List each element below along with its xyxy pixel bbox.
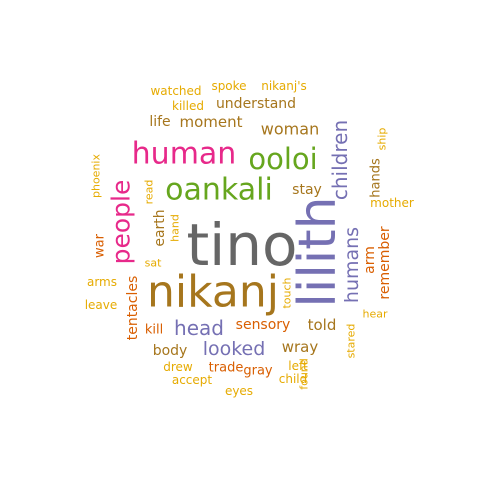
word-trade: trade [209, 361, 244, 376]
word-understand: understand [216, 96, 296, 112]
word-kill: kill [145, 323, 163, 338]
word-head: head [174, 316, 224, 340]
word-touch: touch [281, 277, 294, 308]
word-left: left [288, 359, 308, 373]
word-ooloi: ooloi [248, 142, 317, 176]
word-woman: woman [261, 120, 319, 139]
word-watched: watched [150, 84, 201, 98]
word-moment: moment [179, 113, 242, 131]
word-lilith: lilith [288, 196, 348, 307]
word-ship: ship [376, 128, 389, 151]
word-found: found [298, 358, 311, 390]
word-oankali: oankali [165, 173, 273, 208]
word-war: war [93, 233, 108, 258]
word-hands: hands [369, 158, 384, 198]
word-nikanj: nikanj [147, 267, 279, 318]
word-humans: humans [341, 227, 363, 303]
word-remember: remember [377, 226, 393, 299]
word-people: people [107, 180, 136, 265]
word-child: child [279, 372, 308, 386]
word-gray: gray [243, 364, 273, 379]
word-tino: tino [186, 211, 297, 279]
word-arm: arm [362, 246, 378, 274]
word-eyes: eyes [225, 384, 253, 398]
word-sensory: sensory [236, 317, 291, 333]
word-looked: looked [203, 338, 266, 360]
word-drew: drew [163, 360, 193, 374]
word-life: life [149, 114, 170, 130]
word-wray: wray [282, 338, 319, 356]
word-accept: accept [172, 373, 213, 387]
word-arms: arms [87, 275, 117, 289]
word-human: human [132, 137, 237, 172]
word-sat: sat [145, 257, 162, 270]
word-killed: killed [172, 99, 204, 113]
word-nikanj-s: nikanj's [261, 79, 307, 93]
word-leave: leave [85, 298, 118, 312]
word-earth: earth [152, 209, 168, 246]
word-tentacles: tentacles [125, 276, 141, 341]
word-spoke: spoke [211, 79, 246, 93]
word-phoenix: phoenix [90, 154, 103, 198]
word-children: children [328, 120, 352, 200]
word-stay: stay [292, 182, 322, 198]
word-mother: mother [370, 196, 414, 210]
word-read: read [143, 180, 156, 205]
word-stared: stared [345, 324, 358, 359]
word-hand: hand [169, 214, 182, 242]
word-told: told [308, 316, 337, 334]
word-body: body [153, 343, 188, 359]
word-hear: hear [362, 308, 387, 321]
